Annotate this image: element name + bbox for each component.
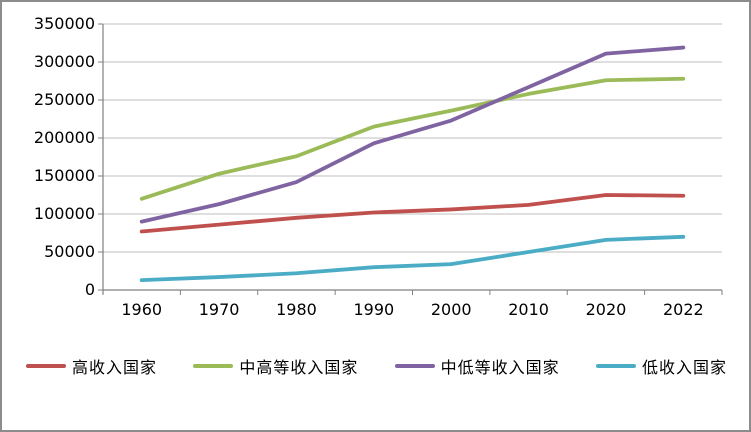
x-tick-label: 1980 bbox=[276, 300, 317, 319]
legend-item: 中高等收入国家 bbox=[193, 354, 358, 378]
y-tick-label: 300000 bbox=[34, 52, 95, 71]
y-tick-label: 0 bbox=[85, 280, 95, 299]
legend-label: 高收入国家 bbox=[72, 358, 158, 377]
y-tick-label: 200000 bbox=[34, 128, 95, 147]
x-tick-label: 2022 bbox=[663, 300, 704, 319]
series-line-高收入国家 bbox=[139, 193, 686, 234]
legend-label: 低收入国家 bbox=[641, 358, 727, 377]
legend-label: 中低等收入国家 bbox=[440, 358, 560, 377]
x-tick-label: 1960 bbox=[121, 300, 162, 319]
x-tick-label: 1990 bbox=[353, 300, 394, 319]
series-line-中高等收入国家 bbox=[139, 76, 686, 201]
x-tick-label: 1970 bbox=[199, 300, 240, 319]
legend-line-swatch-icon bbox=[193, 364, 234, 368]
legend-item: 中低等收入国家 bbox=[394, 354, 560, 378]
legend-label: 中高等收入国家 bbox=[239, 358, 359, 377]
x-tick-label: 2020 bbox=[586, 300, 627, 319]
legend-line-swatch-icon bbox=[26, 364, 66, 368]
legend-line-swatch-icon bbox=[394, 364, 435, 368]
legend: 高收入国家 中高等收入国家 中低等收入国家 低收入国家 bbox=[2, 354, 749, 378]
series-line-中低等收入国家 bbox=[139, 45, 686, 224]
x-tick-label: 2000 bbox=[431, 300, 472, 319]
y-tick-label: 50000 bbox=[44, 242, 95, 261]
legend-item: 低收入国家 bbox=[595, 354, 727, 378]
legend-line-swatch-icon bbox=[595, 364, 636, 368]
y-tick-label: 100000 bbox=[34, 204, 95, 223]
y-tick-label: 150000 bbox=[34, 166, 95, 185]
line-chart: 0 50000 100000 150000 200000 250000 300000 3500… bbox=[34, 14, 723, 319]
y-tick-label: 250000 bbox=[34, 90, 95, 109]
legend-item: 高收入国家 bbox=[26, 354, 157, 378]
y-tick-label: 350000 bbox=[34, 14, 95, 33]
x-tick-label: 2010 bbox=[508, 300, 549, 319]
series-line-低收入国家 bbox=[139, 234, 686, 283]
